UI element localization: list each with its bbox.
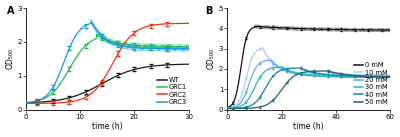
Legend: 0 mM, 10 mM, 20 mM, 30 mM, 40 mM, 50 mM: 0 mM, 10 mM, 20 mM, 30 mM, 40 mM, 50 mM (354, 62, 388, 105)
Text: B: B (205, 6, 212, 16)
Y-axis label: OD₅₀₀: OD₅₀₀ (6, 48, 14, 69)
X-axis label: time (h): time (h) (293, 122, 324, 131)
Legend: WT, GRC1, GRC2, GRC3: WT, GRC1, GRC2, GRC3 (157, 77, 187, 105)
Y-axis label: OD₅₀₀: OD₅₀₀ (207, 48, 216, 69)
Text: A: A (6, 6, 14, 16)
X-axis label: time (h): time (h) (92, 122, 122, 131)
